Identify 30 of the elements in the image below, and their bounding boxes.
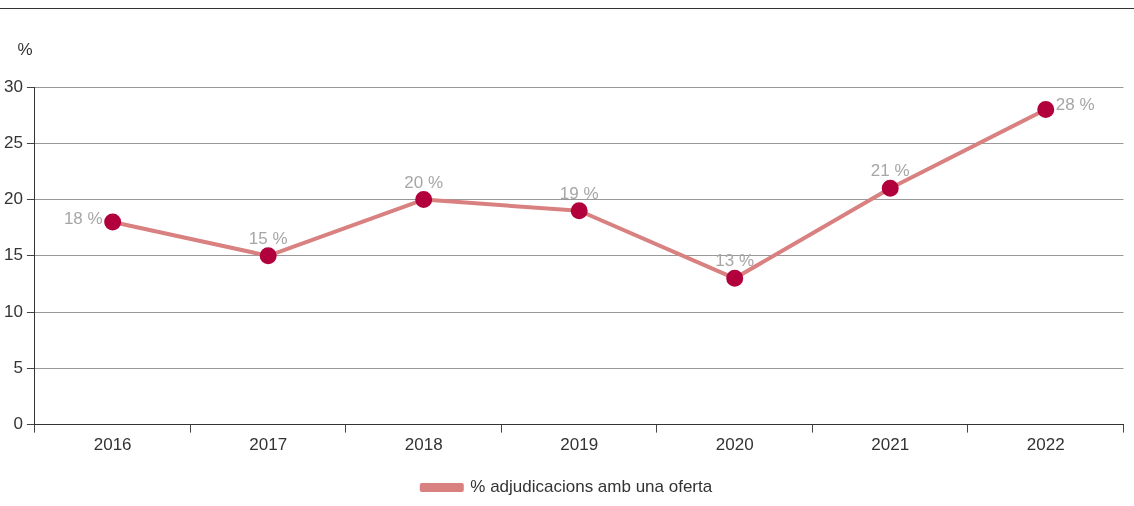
x-tick-label: 2020 <box>715 435 754 455</box>
x-tick-label: 2017 <box>249 435 288 455</box>
point <box>726 269 744 287</box>
y-axis-title: % <box>17 40 33 60</box>
y-tick-label: 30 <box>3 76 23 96</box>
legend-label: % adjudicacions amb una oferta <box>470 477 713 497</box>
data-label: 18 % <box>63 208 103 228</box>
data-label: 15 % <box>248 228 288 248</box>
x-tick-label: 2018 <box>404 435 443 455</box>
y-tick-label: 25 <box>3 132 23 152</box>
x-tick-label: 2019 <box>560 435 599 455</box>
y-tick-label: 20 <box>3 189 23 209</box>
x-tick-label: 2016 <box>93 435 132 455</box>
point <box>259 247 277 265</box>
data-label: 19 % <box>559 183 599 203</box>
point <box>1037 101 1055 119</box>
y-tick-label: 0 <box>13 414 23 434</box>
data-label: 28 % <box>1055 95 1095 115</box>
y-tick-label: 15 <box>3 245 23 265</box>
point <box>415 191 433 209</box>
x-tick-label: 2022 <box>1026 435 1065 455</box>
data-label: 20 % <box>404 172 444 192</box>
data-label: 13 % <box>715 251 755 271</box>
y-tick-label: 5 <box>13 358 23 378</box>
data-label: 21 % <box>870 161 910 181</box>
point <box>104 213 122 231</box>
y-tick-label: 10 <box>3 301 23 321</box>
point <box>570 202 588 220</box>
x-tick-label: 2021 <box>871 435 910 455</box>
point <box>881 179 899 197</box>
